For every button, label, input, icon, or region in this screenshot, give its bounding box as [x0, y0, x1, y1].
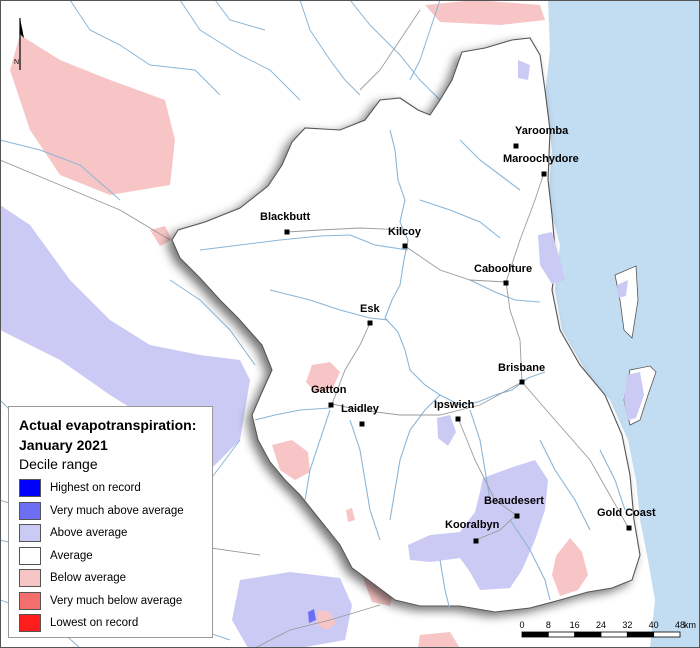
town-marker: [402, 243, 408, 249]
town-layer: Yaroomba Maroochydore Blackbutt Kilcoy Caboo…: [260, 125, 656, 544]
town-label: Laidley: [341, 403, 380, 415]
town-marker: [513, 143, 519, 149]
below-average-area: [10, 35, 175, 195]
below-average-area: [418, 632, 460, 648]
above-average-area: [518, 60, 530, 80]
legend-label: Average: [50, 549, 93, 562]
scale-segment: [521, 631, 549, 638]
above-average-area: [624, 372, 644, 420]
legend-label: Highest on record: [50, 482, 141, 495]
town-label: Yaroomba: [515, 125, 569, 137]
town-label: Gold Coast: [597, 507, 656, 519]
town-label: Gatton: [311, 384, 347, 396]
legend-items: Highest on record Very much above average…: [19, 477, 202, 635]
town-marker: [328, 402, 334, 408]
above-average-area: [0, 205, 250, 470]
legend-item: Above average: [19, 522, 202, 545]
town-marker: [359, 421, 365, 427]
legend-title-line1: Actual evapotranspiration:: [19, 417, 197, 433]
town-label: Brisbane: [498, 362, 545, 374]
scale-segment: [574, 631, 602, 638]
legend-swatch: [19, 524, 41, 543]
scale-segment: [547, 631, 576, 638]
below-average-area: [346, 508, 355, 522]
north-arrow: N: [14, 18, 24, 70]
town-marker: [519, 379, 525, 385]
below-average-area: [552, 538, 588, 596]
legend-item: Average: [19, 545, 202, 568]
town-marker: [626, 525, 632, 531]
legend-swatch: [19, 614, 41, 633]
scale-segment: [626, 631, 655, 638]
legend-swatch: [19, 501, 41, 520]
north-label: N: [14, 59, 19, 66]
sea-area: [545, 0, 700, 648]
town-label: Esk: [360, 303, 380, 315]
legend-title-line2: January 2021: [19, 437, 108, 453]
below-average-area: [306, 362, 340, 392]
above-average-area: [437, 415, 456, 446]
town-label: Kilcoy: [388, 226, 422, 238]
scale-tick-label: 40: [649, 620, 659, 630]
legend-item: Lowest on record: [19, 612, 202, 635]
town-label: Maroochydore: [503, 153, 579, 165]
legend: Actual evapotranspiration: January 2021 …: [8, 406, 213, 638]
town-marker: [473, 538, 479, 544]
legend-label: Above average: [50, 527, 128, 540]
legend-label: Below average: [50, 572, 127, 585]
legend-item: Highest on record: [19, 477, 202, 500]
scale-tick-label: 16: [570, 620, 580, 630]
legend-swatch: [19, 569, 41, 588]
town-marker: [503, 280, 509, 286]
above-average-area: [538, 232, 565, 284]
scale-tick-label: 32: [622, 620, 632, 630]
town-label: Kooralbyn: [445, 519, 500, 531]
legend-label: Lowest on record: [50, 617, 139, 630]
town-label: Beaudesert: [484, 495, 544, 507]
legend-swatch: [19, 546, 41, 565]
scale-tick-label: 48: [675, 620, 685, 630]
town-marker: [541, 171, 547, 177]
scale-tick-label: 24: [596, 620, 606, 630]
town-marker: [514, 513, 520, 519]
town-marker: [284, 229, 290, 235]
region-roads: [286, 172, 629, 541]
below-average-area: [272, 440, 310, 480]
very-much-above-average-area: [308, 609, 316, 623]
town-label: Caboolture: [474, 263, 532, 275]
legend-item: Very much below average: [19, 590, 202, 613]
legend-swatch: [19, 591, 41, 610]
legend-item: Very much above average: [19, 500, 202, 523]
above-average-area: [408, 460, 548, 590]
below-average-area: [362, 575, 394, 606]
town-label: Ipswich: [434, 399, 475, 411]
below-average-area: [425, 0, 545, 25]
above-average-area: [617, 280, 628, 298]
scale-tick-label: 8: [546, 620, 551, 630]
legend-label: Very much below average: [50, 594, 183, 607]
legend-label: Very much above average: [50, 504, 184, 517]
scale-tick-label: 0: [519, 620, 524, 630]
scale-segment: [653, 631, 681, 638]
scale-segment: [600, 631, 628, 638]
legend-item: Below average: [19, 567, 202, 590]
town-marker: [367, 320, 373, 326]
scale-unit: km: [684, 620, 696, 630]
town-label: Blackbutt: [260, 211, 310, 223]
town-marker: [455, 416, 461, 422]
legend-swatch: [19, 479, 41, 498]
above-average-area: [232, 572, 352, 648]
legend-subtitle: Decile range: [19, 456, 98, 472]
below-average-area: [318, 610, 336, 630]
